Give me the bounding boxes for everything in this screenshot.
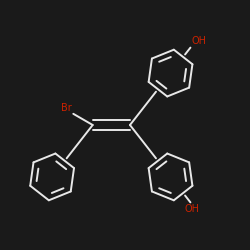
- Text: OH: OH: [192, 36, 207, 46]
- Text: OH: OH: [184, 204, 199, 214]
- Text: Br: Br: [61, 102, 72, 113]
